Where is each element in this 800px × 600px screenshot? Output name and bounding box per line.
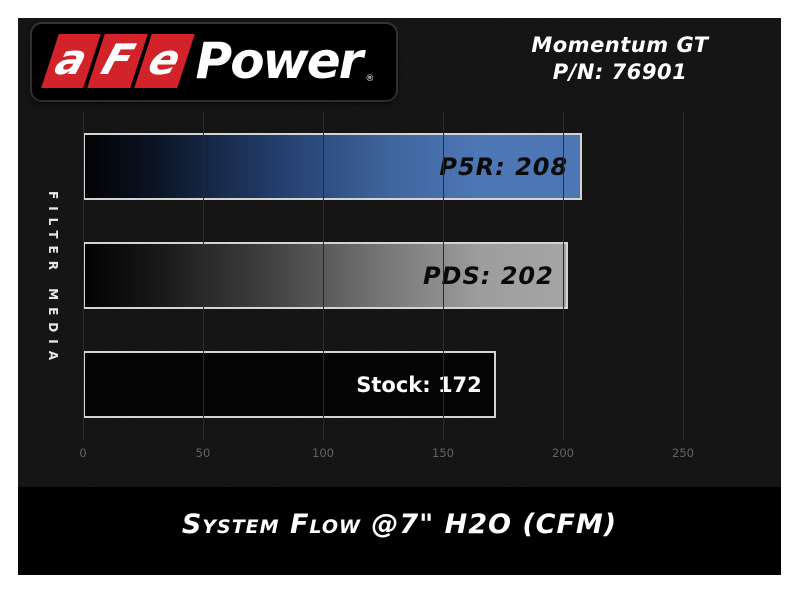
bar-label-pds: PDS: 202 [422, 261, 554, 290]
logo-power-text: Power [195, 32, 364, 90]
x-tick-label-200: 200 [552, 446, 574, 460]
gridline-x-150 [443, 112, 444, 440]
afe-power-logo: a F e Power ® [32, 24, 397, 100]
x-tick-label-0: 0 [79, 446, 87, 460]
x-tick-label-100: 100 [312, 446, 334, 460]
x-tick-label-250: 250 [672, 446, 694, 460]
chart-canvas: a F e Power ® Momentum GT P/N: 76901 FIL… [18, 18, 781, 575]
chart-title: System Flow @7" H2O (CFM) [181, 508, 618, 540]
bar-label-stock: Stock: 172 [356, 372, 482, 397]
bar-pds: PDS: 202 [83, 242, 568, 309]
product-header: Momentum GT P/N: 76901 [470, 32, 770, 86]
footer-band: System Flow @7" H2O (CFM) [18, 487, 781, 575]
gridline-x-100 [323, 112, 324, 440]
x-tick-label-150: 150 [432, 446, 454, 460]
afe-logo-red-blocks: a F e [41, 34, 195, 88]
bar-p5r: P5R: 208 [83, 133, 583, 200]
part-number: P/N: 76901 [552, 60, 688, 84]
bar-stock: Stock: 172 [83, 351, 496, 418]
plot-area: P5R: 208 PDS: 202 Stock: 172 0 50 100 150 20… [79, 112, 723, 477]
gridline-x-0 [83, 112, 84, 440]
y-axis-label: FILTER MEDIA [46, 191, 60, 367]
gridline-x-50 [203, 112, 204, 440]
gridline-x-250 [683, 112, 684, 440]
x-tick-label-50: 50 [195, 446, 211, 460]
gridline-x-200 [563, 112, 564, 440]
model-name: Momentum GT [531, 33, 709, 57]
registered-trademark-symbol: ® [365, 74, 375, 84]
bar-label-p5r: P5R: 208 [439, 152, 569, 181]
